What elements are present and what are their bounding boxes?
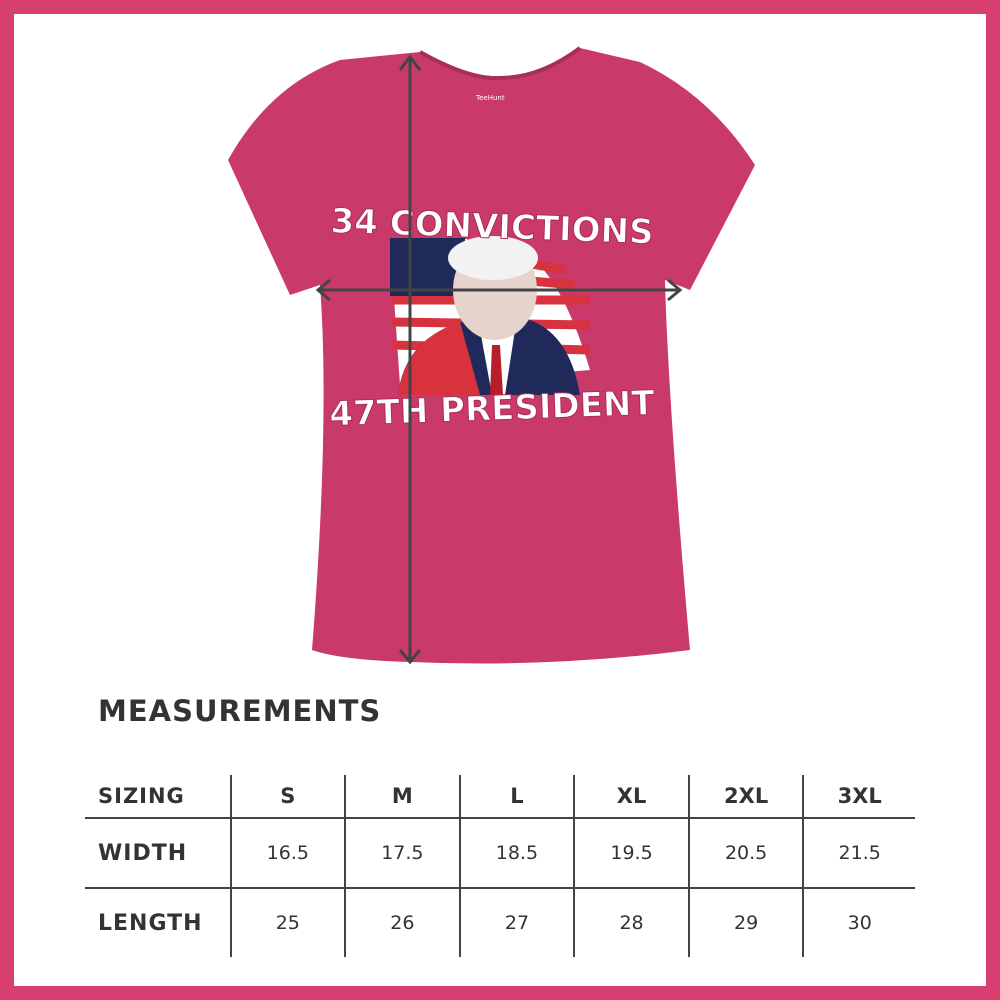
table-row: WIDTH 16.5 17.5 18.5 19.5 20.5 21.5 bbox=[85, 819, 915, 889]
size-header: XL bbox=[573, 775, 688, 817]
size-header: S bbox=[229, 775, 345, 817]
table-cell: 29 bbox=[687, 889, 803, 957]
table-cell: 17.5 bbox=[344, 819, 459, 887]
size-header: L bbox=[458, 775, 574, 817]
table-cell: 20.5 bbox=[687, 819, 803, 887]
measurements-title: MEASUREMENTS bbox=[98, 694, 382, 728]
table-cell: 30 bbox=[802, 889, 915, 957]
size-header: 2XL bbox=[687, 775, 803, 817]
row-label: LENGTH bbox=[98, 910, 203, 936]
size-header: M bbox=[344, 775, 459, 817]
table-cell: 26 bbox=[344, 889, 459, 957]
header-label: SIZING bbox=[98, 784, 185, 808]
t-shirt-image: TeeHunt 34 CONVICTIONS 47TH PRESIDENT bbox=[228, 46, 755, 665]
brand-label: TeeHunt bbox=[475, 94, 505, 102]
size-chart-table: SIZING S M L XL 2XL 3XL WIDTH 16.5 17.5 … bbox=[85, 775, 915, 957]
size-header: 3XL bbox=[802, 775, 915, 817]
table-header-row: SIZING S M L XL 2XL 3XL bbox=[85, 775, 915, 819]
table-cell: 16.5 bbox=[229, 819, 345, 887]
table-cell: 28 bbox=[573, 889, 688, 957]
row-label: WIDTH bbox=[98, 840, 188, 866]
table-cell: 19.5 bbox=[573, 819, 688, 887]
table-row: LENGTH 25 26 27 28 29 30 bbox=[85, 889, 915, 957]
length-arrow-icon bbox=[398, 54, 422, 665]
table-cell: 27 bbox=[458, 889, 574, 957]
table-cell: 18.5 bbox=[458, 819, 574, 887]
table-cell: 21.5 bbox=[802, 819, 915, 887]
width-arrow-icon bbox=[315, 278, 683, 302]
table-cell: 25 bbox=[229, 889, 345, 957]
